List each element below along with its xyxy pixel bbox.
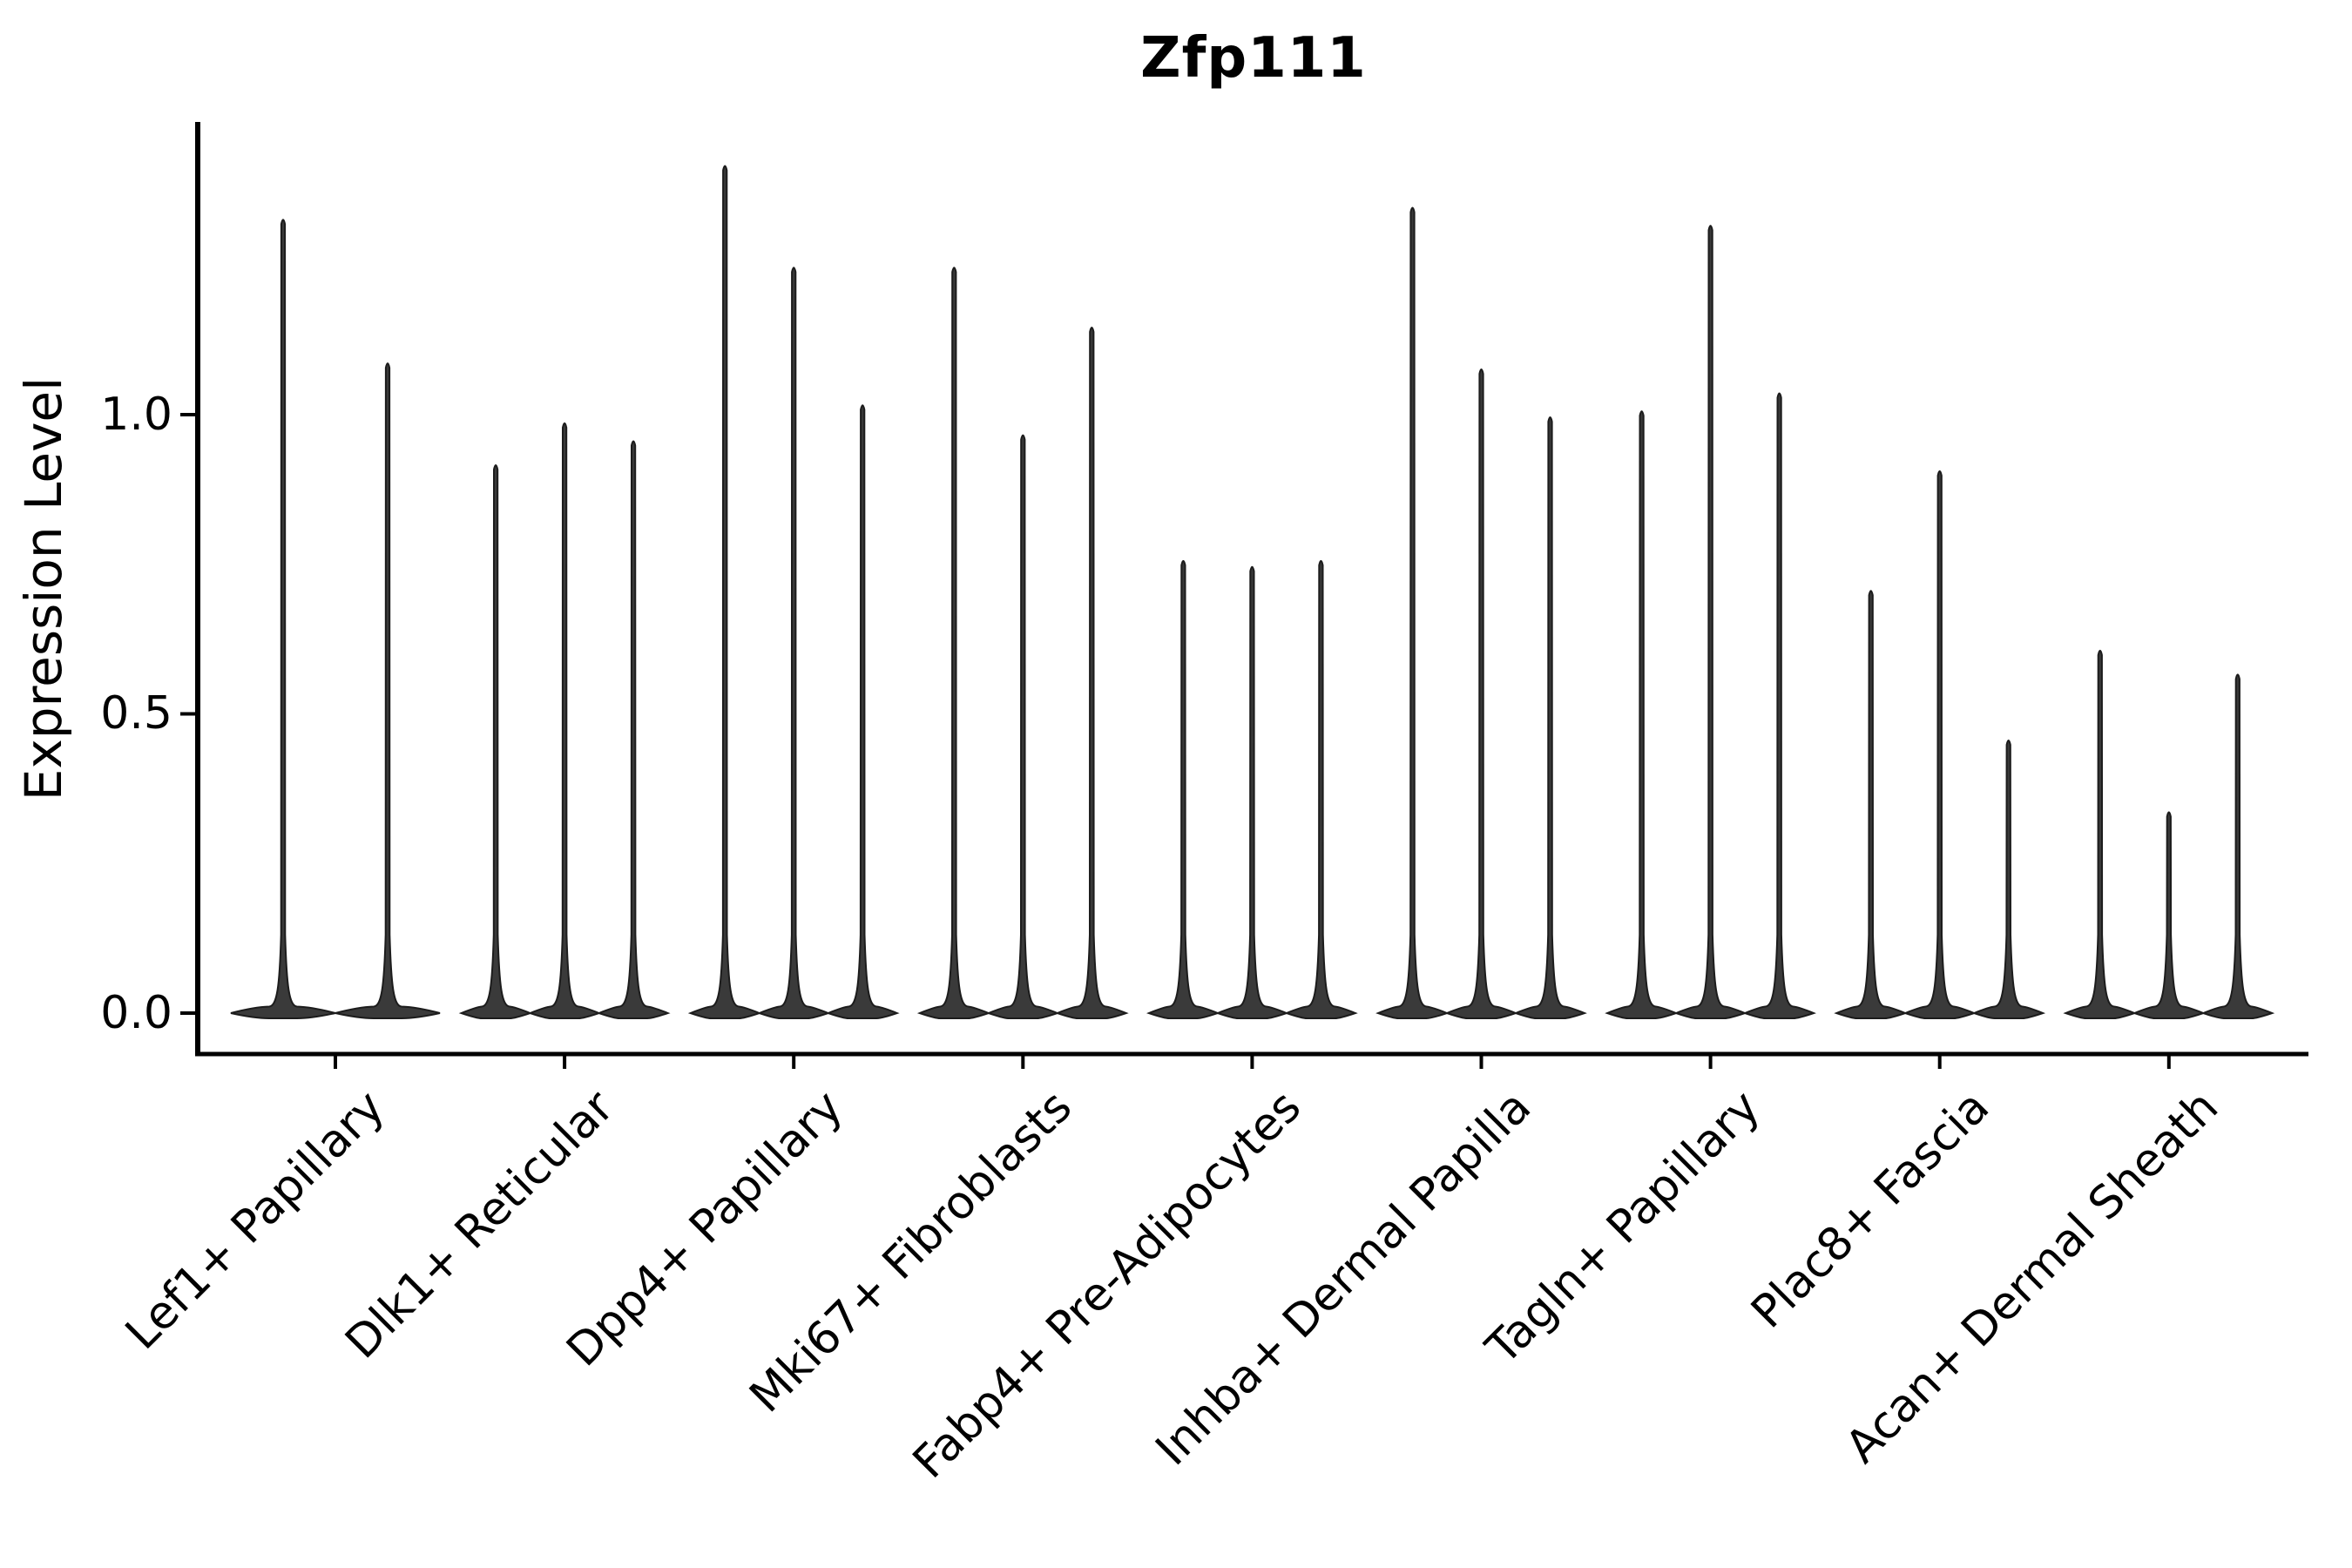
violin-shape-4-0 [1146,559,1220,1019]
violin-shape-3-1 [985,434,1060,1019]
y-tick-label-0: 0.0 [100,987,172,1039]
chart-title: Zfp111 [1140,26,1367,91]
violin-shape-2-1 [756,267,831,1019]
violin-shape-5-1 [1444,368,1518,1019]
violin-shape-3-0 [916,267,991,1019]
violin-shape-7-2 [1971,739,2046,1019]
violin-shape-8-1 [2132,811,2207,1019]
violin-shape-6-1 [1673,225,1748,1019]
violin-shape-8-0 [2063,649,2138,1019]
violin-shape-4-2 [1283,559,1358,1019]
violin-shape-8-2 [2200,673,2275,1019]
violin-shape-1-2 [596,440,671,1019]
y-axis-label: Expression Level [14,376,73,801]
violin-shape-7-0 [1834,590,1909,1019]
y-tick-label-1: 0.5 [100,687,172,740]
violin-shape-5-0 [1375,206,1450,1019]
violin-shape-7-1 [1903,470,1977,1019]
violin-shape-6-2 [1742,392,1817,1019]
violin-shape-5-2 [1513,416,1587,1019]
violin-shape-1-0 [458,463,533,1019]
violin-shape-0-0 [230,219,336,1019]
violin-shape-1-1 [527,422,602,1019]
violin-shape-2-0 [687,165,762,1019]
violin-shape-4-1 [1214,565,1289,1019]
violin-shape-6-0 [1605,410,1680,1019]
violin-shape-3-2 [1054,326,1129,1019]
violin-shape-2-2 [825,404,900,1019]
y-tick-label-2: 1.0 [100,389,172,441]
violin-shape-0-1 [335,362,441,1019]
